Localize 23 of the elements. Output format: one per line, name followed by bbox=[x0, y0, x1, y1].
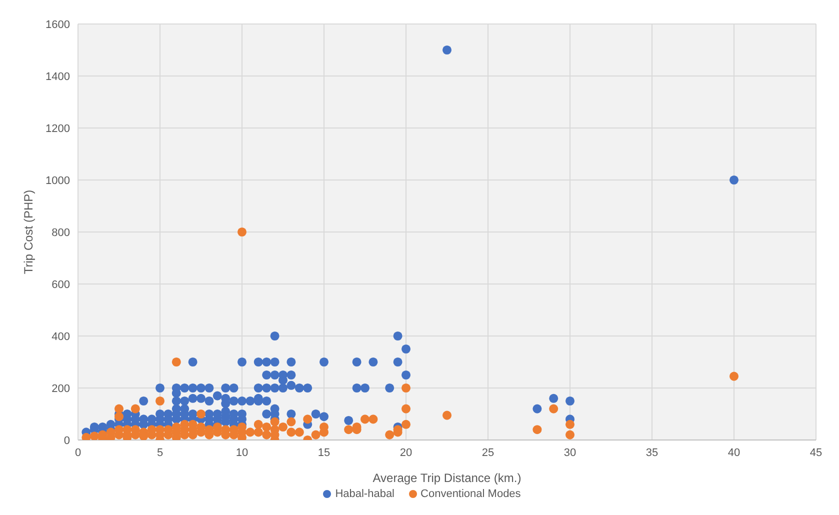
y-axis-title: Trip Cost (PHP) bbox=[21, 190, 36, 274]
x-tick-label: 20 bbox=[400, 446, 412, 459]
x-tick-label: 15 bbox=[318, 446, 330, 459]
y-tick-label: 0 bbox=[64, 434, 70, 447]
y-tick-label: 1200 bbox=[46, 122, 70, 135]
y-tick-label: 200 bbox=[52, 382, 70, 395]
x-tick-label: 45 bbox=[810, 446, 822, 459]
y-tick-label: 1400 bbox=[46, 70, 70, 83]
y-tick-label: 800 bbox=[52, 226, 70, 239]
legend-label: Conventional Modes bbox=[420, 488, 521, 500]
y-tick-label: 600 bbox=[52, 278, 70, 291]
x-tick-label: 10 bbox=[236, 446, 248, 459]
x-tick-label: 0 bbox=[74, 446, 82, 459]
y-tick-label: 400 bbox=[52, 330, 70, 343]
x-tick-label: 5 bbox=[156, 446, 164, 459]
legend-label: Habal-habal bbox=[334, 488, 395, 500]
y-tick-label: 1000 bbox=[46, 174, 70, 187]
x-axis-title: Average Trip Distance (km.) bbox=[372, 471, 522, 485]
x-tick-label: 40 bbox=[728, 446, 740, 459]
x-tick-label: 30 bbox=[564, 446, 576, 459]
x-tick-label: 35 bbox=[646, 446, 658, 459]
x-tick-label: 25 bbox=[482, 446, 494, 459]
y-tick-label: 1600 bbox=[46, 18, 70, 31]
